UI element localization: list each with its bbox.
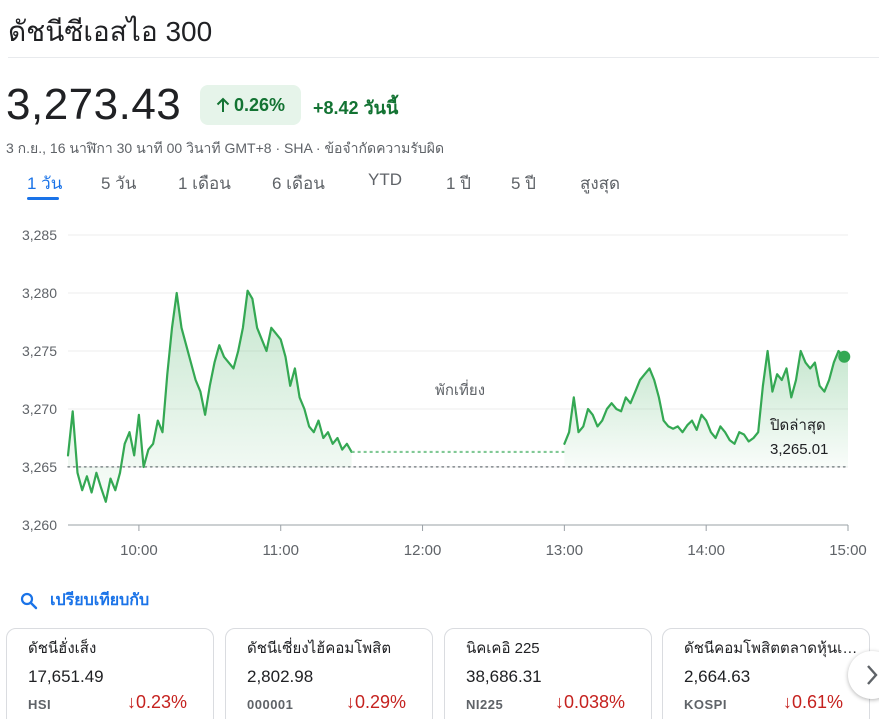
card-symbol: 000001 bbox=[247, 697, 293, 712]
card-name: ดัชนีคอมโพสิตตลาดหุ้นเกาหลี bbox=[684, 636, 864, 660]
x-tick-label: 10:00 bbox=[120, 542, 158, 559]
compare-button[interactable]: เปรียบเทียบกับ bbox=[20, 588, 149, 613]
index-card[interactable]: ดัชนีเซี่ยงไฮ้คอมโพสิต 2,802.98 000001 ↓… bbox=[225, 628, 433, 719]
x-tick-label: 15:00 bbox=[829, 542, 867, 559]
current-price: 3,273.43 bbox=[6, 80, 181, 130]
tab-5y[interactable]: 5 ปี bbox=[511, 170, 536, 197]
y-tick-label: 3,280 bbox=[22, 285, 57, 301]
morning-series-area bbox=[68, 291, 352, 502]
arrow-down-icon: ↓ bbox=[346, 692, 355, 712]
index-card[interactable]: นิคเคอิ 225 38,686.31 NI225 ↓0.038% bbox=[444, 628, 652, 719]
last-price-point bbox=[838, 351, 850, 363]
card-change: ↓0.038% bbox=[555, 692, 625, 713]
arrow-down-icon: ↓ bbox=[783, 692, 792, 712]
change-percent-badge: 0.26% bbox=[200, 85, 301, 125]
x-tick-label: 11:00 bbox=[263, 542, 299, 559]
card-change: ↓0.61% bbox=[783, 692, 843, 713]
compare-label: เปรียบเทียบกับ bbox=[50, 588, 149, 613]
card-name: นิคเคอิ 225 bbox=[466, 636, 646, 660]
tab-1y[interactable]: 1 ปี bbox=[446, 170, 471, 197]
header-divider bbox=[8, 57, 879, 58]
card-value: 38,686.31 bbox=[466, 667, 542, 687]
comparison-cards: ดัชนีฮั่งเส็ง 17,651.49 HSI ↓0.23% ดัชนี… bbox=[6, 628, 879, 719]
active-tab-indicator bbox=[27, 197, 59, 200]
tab-1m[interactable]: 1 เดือน bbox=[178, 170, 231, 197]
y-tick-label: 3,265 bbox=[22, 459, 57, 475]
tab-1d[interactable]: 1 วัน bbox=[27, 170, 62, 197]
tab-6m[interactable]: 6 เดือน bbox=[272, 170, 325, 197]
y-tick-label: 3,285 bbox=[22, 227, 57, 243]
break-label: พักเที่ยง bbox=[435, 379, 485, 399]
quote-meta: 3 ก.ย., 16 นาฬิกา 30 นาที 00 วินาที GMT+… bbox=[6, 138, 444, 160]
card-symbol: KOSPI bbox=[684, 697, 727, 712]
card-symbol: NI225 bbox=[466, 697, 503, 712]
card-value: 17,651.49 bbox=[28, 667, 104, 687]
card-name: ดัชนีเซี่ยงไฮ้คอมโพสิต bbox=[247, 636, 427, 660]
card-value: 2,802.98 bbox=[247, 667, 313, 687]
chevron-right-icon bbox=[862, 663, 879, 687]
tab-max[interactable]: สูงสุด bbox=[580, 170, 620, 197]
index-card[interactable]: ดัชนีคอมโพสิตตลาดหุ้นเกาหลี 2,664.63 KOS… bbox=[662, 628, 870, 719]
card-value: 2,664.63 bbox=[684, 667, 750, 687]
card-change: ↓0.23% bbox=[127, 692, 187, 713]
arrow-down-icon: ↓ bbox=[555, 692, 564, 712]
arrow-up-icon bbox=[216, 97, 230, 113]
card-change: ↓0.29% bbox=[346, 692, 406, 713]
previous-close-value: 3,265.01 bbox=[770, 441, 828, 458]
y-tick-label: 3,270 bbox=[22, 401, 57, 417]
card-name: ดัชนีฮั่งเส็ง bbox=[28, 636, 208, 660]
arrow-down-icon: ↓ bbox=[127, 692, 136, 712]
change-absolute: +8.42 วันนี้ bbox=[313, 93, 398, 122]
change-percent: 0.26% bbox=[234, 95, 285, 116]
card-symbol: HSI bbox=[28, 697, 51, 712]
x-tick-label: 14:00 bbox=[687, 542, 725, 559]
tab-5d[interactable]: 5 วัน bbox=[101, 170, 136, 197]
page-title: ดัชนีซีเอสไอ 300 bbox=[8, 10, 212, 54]
y-tick-label: 3,275 bbox=[22, 343, 57, 359]
x-tick-label: 13:00 bbox=[546, 542, 584, 559]
index-card[interactable]: ดัชนีฮั่งเส็ง 17,651.49 HSI ↓0.23% bbox=[6, 628, 214, 719]
price-chart[interactable]: 3,285 3,280 3,275 3,270 3,265 3,260 10:00 11:00… bbox=[0, 215, 879, 565]
y-tick-label: 3,260 bbox=[22, 517, 57, 533]
previous-close-label: ปิดล่าสุด bbox=[769, 417, 826, 435]
x-tick-label: 12:00 bbox=[404, 542, 442, 559]
search-icon bbox=[20, 592, 38, 610]
tab-ytd[interactable]: YTD bbox=[368, 170, 402, 190]
